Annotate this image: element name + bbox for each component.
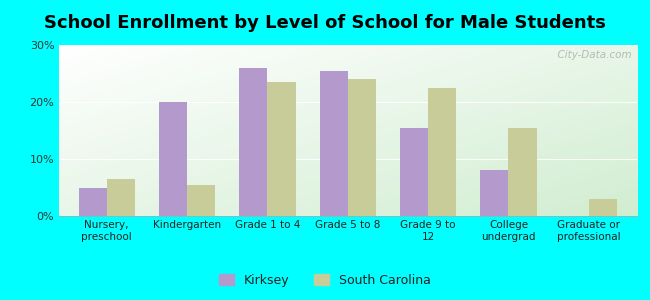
Bar bbox=[348, 79, 376, 216]
Legend: Kirksey, South Carolina: Kirksey, South Carolina bbox=[215, 270, 435, 291]
Bar bbox=[239, 68, 267, 216]
Bar bbox=[508, 128, 536, 216]
Bar bbox=[79, 188, 107, 216]
Bar bbox=[400, 128, 428, 216]
Text: School Enrollment by Level of School for Male Students: School Enrollment by Level of School for… bbox=[44, 14, 606, 32]
Bar bbox=[589, 199, 617, 216]
Bar bbox=[107, 179, 135, 216]
Text: City-Data.com: City-Data.com bbox=[551, 50, 631, 60]
Bar bbox=[267, 82, 296, 216]
Bar bbox=[428, 88, 456, 216]
Bar bbox=[320, 70, 348, 216]
Bar bbox=[480, 170, 508, 216]
Bar bbox=[159, 102, 187, 216]
Bar bbox=[187, 184, 215, 216]
